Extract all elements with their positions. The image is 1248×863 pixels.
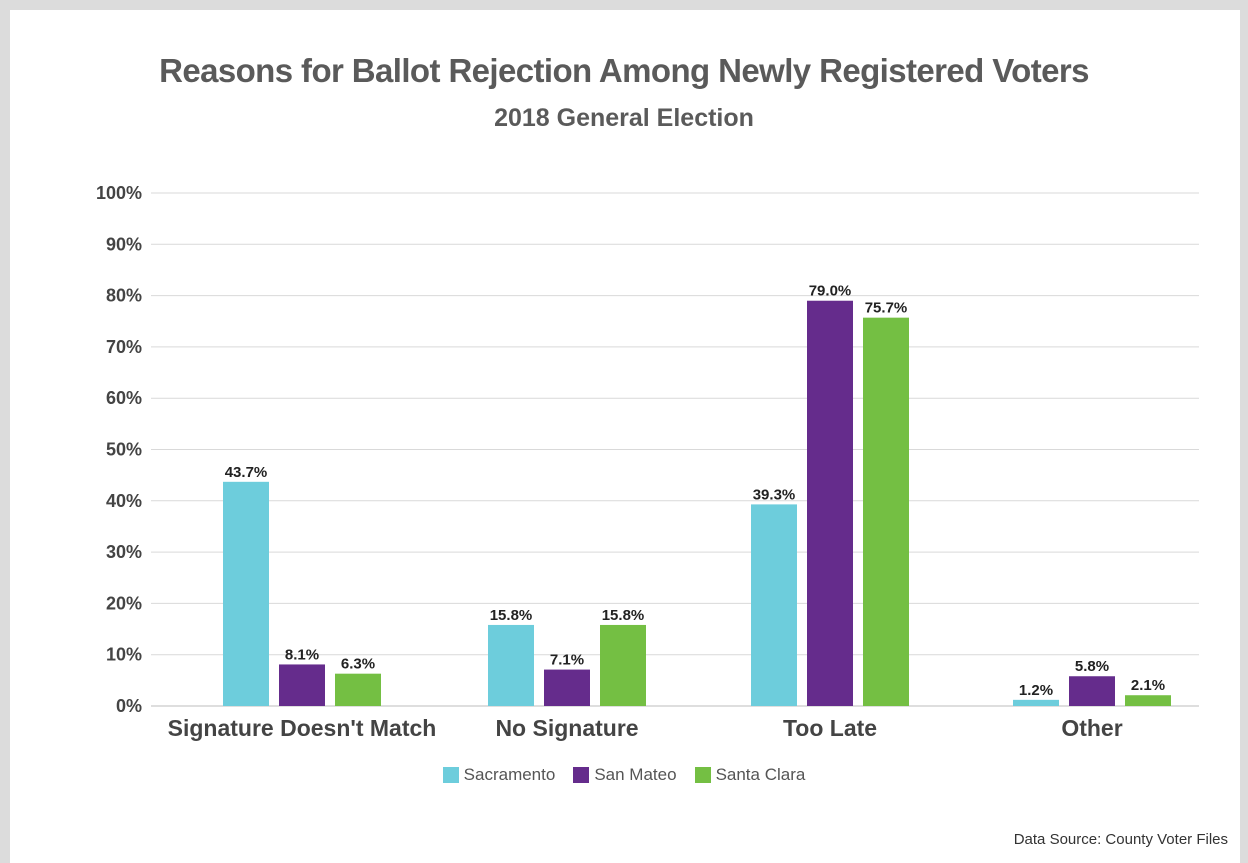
legend-label: San Mateo [594, 765, 677, 784]
y-tick-label: 70% [106, 337, 142, 357]
y-tick-label: 10% [106, 645, 142, 665]
data-label: 79.0% [809, 283, 852, 300]
chart-card [10, 10, 1240, 863]
x-category-label: Other [1061, 715, 1122, 741]
bar-sacramento [1013, 699, 1059, 706]
legend-swatch [694, 767, 711, 783]
bar-santa-clara [863, 317, 909, 706]
x-category-label: Too Late [783, 715, 877, 741]
bar-san-mateo [544, 669, 590, 706]
y-tick-label: 40% [106, 491, 142, 511]
x-category-label: Signature Doesn't Match [168, 715, 437, 741]
chart-subtitle: 2018 General Election [494, 104, 754, 132]
bar-santa-clara [1125, 695, 1171, 706]
y-tick-label: 90% [106, 234, 142, 254]
y-tick-label: 0% [116, 696, 142, 716]
y-tick-label: 50% [106, 440, 142, 460]
data-label: 7.1% [550, 652, 584, 669]
bar-santa-clara [335, 673, 381, 706]
y-tick-label: 20% [106, 593, 142, 613]
y-tick-label: 60% [106, 388, 142, 408]
data-label: 43.7% [225, 464, 268, 481]
x-category-label: No Signature [495, 715, 638, 741]
bar-sacramento [488, 624, 534, 706]
legend-swatch [573, 767, 590, 783]
data-source-note: Data Source: County Voter Files [1013, 831, 1228, 848]
legend-item: Santa Clara [694, 765, 806, 785]
legend-label: Santa Clara [715, 765, 806, 784]
data-label: 39.3% [753, 486, 796, 503]
bar-santa-clara [600, 624, 646, 706]
y-tick-label: 80% [106, 286, 142, 306]
bar-sacramento [751, 504, 797, 706]
bar-sacramento [223, 481, 269, 706]
legend-label: Sacramento [463, 765, 556, 784]
y-tick-label: 30% [106, 542, 142, 562]
data-label: 2.1% [1131, 677, 1165, 694]
data-label: 1.2% [1019, 682, 1053, 699]
data-label: 15.8% [490, 607, 533, 624]
chart-title: Reasons for Ballot Rejection Among Newly… [159, 52, 1089, 89]
legend-item: San Mateo [573, 765, 677, 785]
bar-san-mateo [807, 300, 853, 706]
data-label: 5.8% [1075, 658, 1109, 675]
data-label: 75.7% [865, 300, 908, 317]
legend-swatch [442, 767, 459, 783]
bar-san-mateo [279, 664, 325, 706]
y-tick-label: 100% [96, 183, 142, 203]
data-label: 8.1% [285, 646, 319, 663]
data-label: 15.8% [602, 607, 645, 624]
data-label: 6.3% [341, 656, 375, 673]
legend: Sacramento San Mateo Santa Clara [0, 765, 1248, 785]
bar-san-mateo [1069, 676, 1115, 706]
legend-item: Sacramento [442, 765, 556, 785]
